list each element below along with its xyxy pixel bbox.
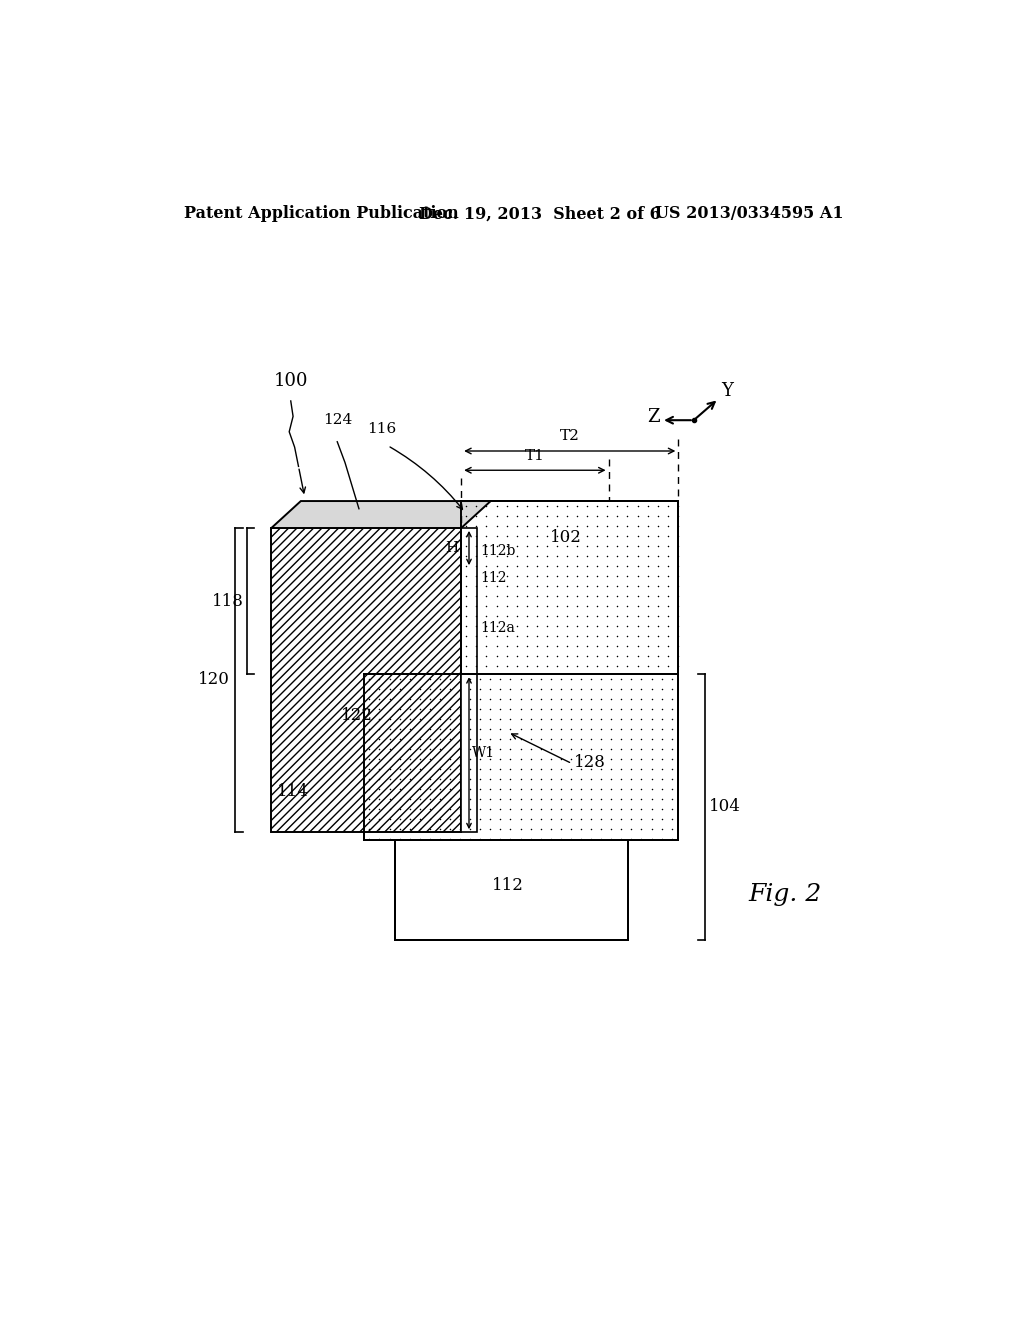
Polygon shape	[395, 840, 628, 940]
Polygon shape	[461, 675, 477, 832]
Text: 112b: 112b	[480, 544, 516, 558]
Text: Y: Y	[722, 381, 733, 400]
Text: 118: 118	[212, 593, 245, 610]
Text: 116: 116	[367, 421, 396, 436]
Text: 114: 114	[276, 783, 308, 800]
Text: 112: 112	[492, 876, 523, 894]
Polygon shape	[461, 528, 477, 675]
Text: 112a: 112a	[480, 622, 515, 635]
Text: US 2013/0334595 A1: US 2013/0334595 A1	[655, 206, 844, 222]
Polygon shape	[461, 502, 678, 675]
Text: 120: 120	[199, 671, 230, 688]
Text: H: H	[444, 541, 458, 554]
Text: 100: 100	[273, 371, 308, 389]
Text: Patent Application Publication: Patent Application Publication	[183, 206, 459, 222]
Text: 128: 128	[573, 754, 605, 771]
Text: Dec. 19, 2013  Sheet 2 of 6: Dec. 19, 2013 Sheet 2 of 6	[419, 206, 660, 222]
Polygon shape	[365, 675, 678, 840]
Text: Fig. 2: Fig. 2	[748, 883, 821, 907]
Text: 102: 102	[550, 529, 582, 546]
Text: 122: 122	[341, 708, 373, 725]
Text: W1: W1	[472, 746, 496, 760]
Text: 124: 124	[324, 413, 352, 428]
Text: 104: 104	[710, 799, 741, 816]
Polygon shape	[271, 502, 490, 528]
Text: T2: T2	[560, 429, 580, 444]
Polygon shape	[271, 528, 461, 832]
Text: T1: T1	[525, 449, 545, 462]
Text: Z: Z	[647, 408, 659, 426]
Text: 112: 112	[480, 572, 506, 585]
